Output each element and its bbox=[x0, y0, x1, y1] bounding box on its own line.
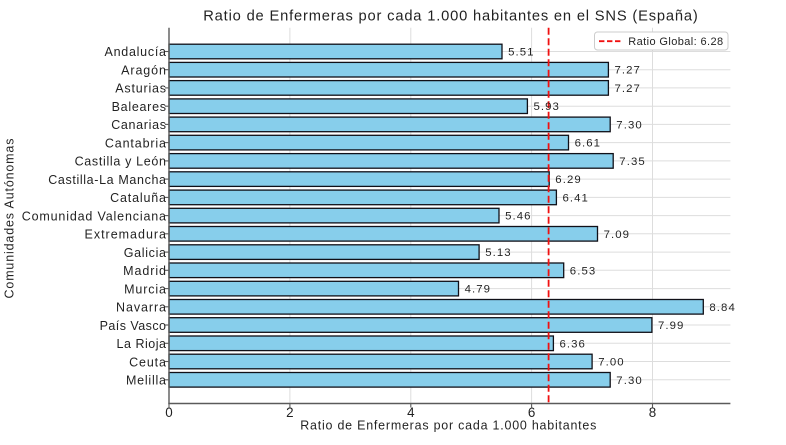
svg-text:Andalucía: Andalucía bbox=[105, 45, 167, 59]
svg-text:7.09: 7.09 bbox=[604, 229, 629, 241]
svg-text:Navarra: Navarra bbox=[116, 301, 166, 315]
svg-text:Madrid: Madrid bbox=[123, 264, 166, 278]
svg-text:5.13: 5.13 bbox=[485, 247, 510, 259]
svg-text:4: 4 bbox=[407, 405, 415, 420]
svg-text:7.00: 7.00 bbox=[598, 357, 623, 369]
svg-text:8.84: 8.84 bbox=[709, 302, 734, 314]
svg-text:Murcia: Murcia bbox=[124, 282, 166, 296]
svg-text:7.27: 7.27 bbox=[615, 83, 640, 95]
svg-text:Castilla-La Mancha: Castilla-La Mancha bbox=[48, 173, 166, 187]
svg-text:6.61: 6.61 bbox=[575, 138, 600, 150]
svg-text:Melilla: Melilla bbox=[126, 374, 166, 388]
svg-text:5.51: 5.51 bbox=[508, 47, 533, 59]
svg-text:5.46: 5.46 bbox=[505, 211, 530, 223]
svg-text:Asturias: Asturias bbox=[115, 82, 166, 96]
svg-text:País Vasco: País Vasco bbox=[100, 319, 166, 333]
svg-text:La Rioja: La Rioja bbox=[117, 337, 167, 351]
svg-text:6.29: 6.29 bbox=[555, 174, 580, 186]
svg-text:6.36: 6.36 bbox=[560, 338, 585, 350]
svg-text:2: 2 bbox=[286, 405, 293, 420]
svg-text:Aragón: Aragón bbox=[121, 64, 166, 78]
svg-text:Cataluña: Cataluña bbox=[110, 191, 166, 205]
svg-text:6: 6 bbox=[528, 405, 535, 420]
svg-text:Canarias: Canarias bbox=[111, 118, 166, 132]
svg-text:Baleares: Baleares bbox=[112, 100, 166, 114]
svg-text:8: 8 bbox=[649, 405, 656, 420]
svg-text:7.30: 7.30 bbox=[616, 119, 641, 131]
svg-text:4.79: 4.79 bbox=[465, 284, 490, 296]
svg-text:7.35: 7.35 bbox=[619, 156, 644, 168]
svg-text:Extremadura: Extremadura bbox=[85, 228, 167, 242]
svg-text:Ratio de Enfermeras por cada 1: Ratio de Enfermeras por cada 1.000 habit… bbox=[203, 8, 698, 24]
svg-text:7.27: 7.27 bbox=[615, 65, 640, 77]
svg-text:Ceuta: Ceuta bbox=[129, 355, 166, 369]
svg-text:Castilla y León: Castilla y León bbox=[75, 155, 166, 169]
svg-text:7.99: 7.99 bbox=[658, 320, 683, 332]
svg-text:Galicia: Galicia bbox=[124, 246, 166, 260]
svg-text:6.53: 6.53 bbox=[570, 265, 595, 277]
svg-text:7.30: 7.30 bbox=[616, 375, 641, 387]
svg-text:Comunidades Autónomas: Comunidades Autónomas bbox=[3, 139, 17, 299]
svg-text:Cantabria: Cantabria bbox=[105, 136, 166, 150]
svg-text:Comunidad Valenciana: Comunidad Valenciana bbox=[22, 209, 166, 223]
svg-text:0: 0 bbox=[165, 405, 172, 420]
svg-text:Ratio de Enfermeras por cada 1: Ratio de Enfermeras por cada 1.000 habit… bbox=[300, 418, 596, 432]
svg-text:6.41: 6.41 bbox=[563, 192, 588, 204]
svg-text:5.93: 5.93 bbox=[534, 101, 559, 113]
svg-text:Ratio Global: 6.28: Ratio Global: 6.28 bbox=[628, 36, 723, 48]
